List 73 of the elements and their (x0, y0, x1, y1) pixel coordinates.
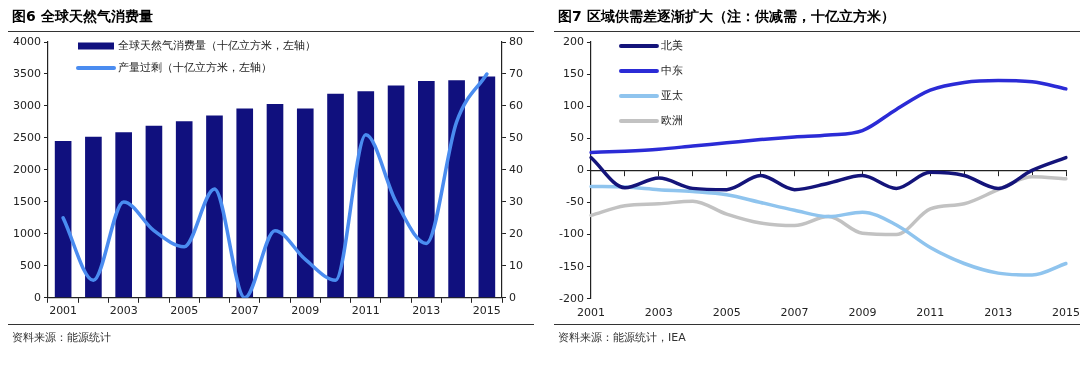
line-series (589, 184, 1068, 277)
x-tick-label: 2001 (576, 306, 605, 320)
x-tick-label: 2003 (644, 306, 673, 320)
y2-tick-label: 40 (509, 162, 523, 176)
y-tick-label: 3500 (12, 66, 41, 80)
chart-title: 图7 区域供需差逐渐扩大（注：供减需，十亿立方米） (554, 6, 1080, 32)
x-tick-label: 2011 (351, 304, 380, 318)
x-tick-label: 2011 (916, 306, 945, 320)
bar (236, 108, 254, 298)
y2-tick-label: 20 (509, 226, 523, 240)
x-tick-label: 2001 (49, 304, 78, 318)
y2-tick-label: 0 (509, 290, 516, 304)
y-tick-label: -200 (559, 291, 584, 305)
x-tick-label: 2005 (712, 306, 741, 320)
y-tick-label: 200 (562, 34, 584, 48)
legend-label: 产量过剩（十亿立方米，左轴） (117, 60, 272, 74)
y2-tick-label: 80 (509, 34, 523, 48)
y-tick-label: 50 (569, 131, 584, 145)
bar (387, 85, 405, 298)
y-tick-label: 2000 (12, 162, 41, 176)
bar (54, 141, 72, 298)
y-tick-label: -150 (559, 259, 584, 273)
y-tick-label: -50 (566, 195, 584, 209)
y2-tick-label: 60 (509, 98, 523, 112)
line-series (589, 155, 1068, 192)
bar (206, 115, 223, 298)
bar (85, 136, 102, 298)
legend-label: 欧洲 (660, 113, 683, 127)
y-tick-label: 2500 (12, 130, 41, 144)
bar (357, 91, 375, 298)
y-tick-label: 150 (562, 66, 584, 80)
bar (266, 104, 284, 298)
line-series (61, 72, 489, 298)
y-tick-label: 100 (562, 99, 584, 113)
y-tick-label: 0 (33, 290, 41, 304)
chart-title: 图6 全球天然气消费量 (8, 6, 534, 32)
bar (448, 80, 465, 298)
bar (175, 121, 193, 298)
line-series (589, 78, 1068, 155)
x-tick-label: 2007 (780, 306, 809, 320)
bar (296, 108, 314, 298)
legend-label: 亚太 (660, 88, 683, 102)
y-tick-label: 1500 (12, 194, 41, 208)
x-tick-label: 2005 (170, 304, 199, 318)
text: 资料来源：能源统计 (8, 324, 534, 345)
y-tick-label: 0 (576, 163, 584, 177)
x-tick-label: 2003 (109, 304, 138, 318)
bar (418, 81, 435, 298)
legend-label: 北美 (660, 38, 683, 52)
bar (115, 132, 132, 298)
y-tick-label: 4000 (12, 34, 41, 48)
x-tick-label: 2009 (848, 306, 877, 320)
text: 资料来源：能源统计，IEA (554, 324, 1080, 345)
x-tick-label: 2013 (984, 306, 1013, 320)
y2-tick-label: 30 (509, 194, 523, 208)
y-tick-label: 500 (19, 258, 41, 272)
y2-tick-label: 10 (509, 258, 523, 272)
x-tick-label: 2007 (230, 304, 259, 318)
x-tick-label: 2009 (291, 304, 320, 318)
y-tick-label: 3000 (12, 98, 41, 112)
legend-label: 全球天然气消费量（十亿立方米，左轴） (117, 38, 316, 52)
y2-tick-label: 70 (509, 66, 523, 80)
x-tick-label: 2015 (472, 304, 501, 318)
legend-label: 中东 (660, 63, 683, 77)
x-tick-label: 2015 (1052, 306, 1080, 320)
bar (145, 125, 163, 298)
bar (478, 76, 496, 298)
line-series (589, 175, 1068, 237)
bar (327, 93, 344, 298)
y-tick-label: 1000 (12, 226, 41, 240)
y-tick-label: -100 (559, 227, 584, 241)
y2-tick-label: 50 (509, 130, 523, 144)
x-tick-label: 2013 (412, 304, 441, 318)
